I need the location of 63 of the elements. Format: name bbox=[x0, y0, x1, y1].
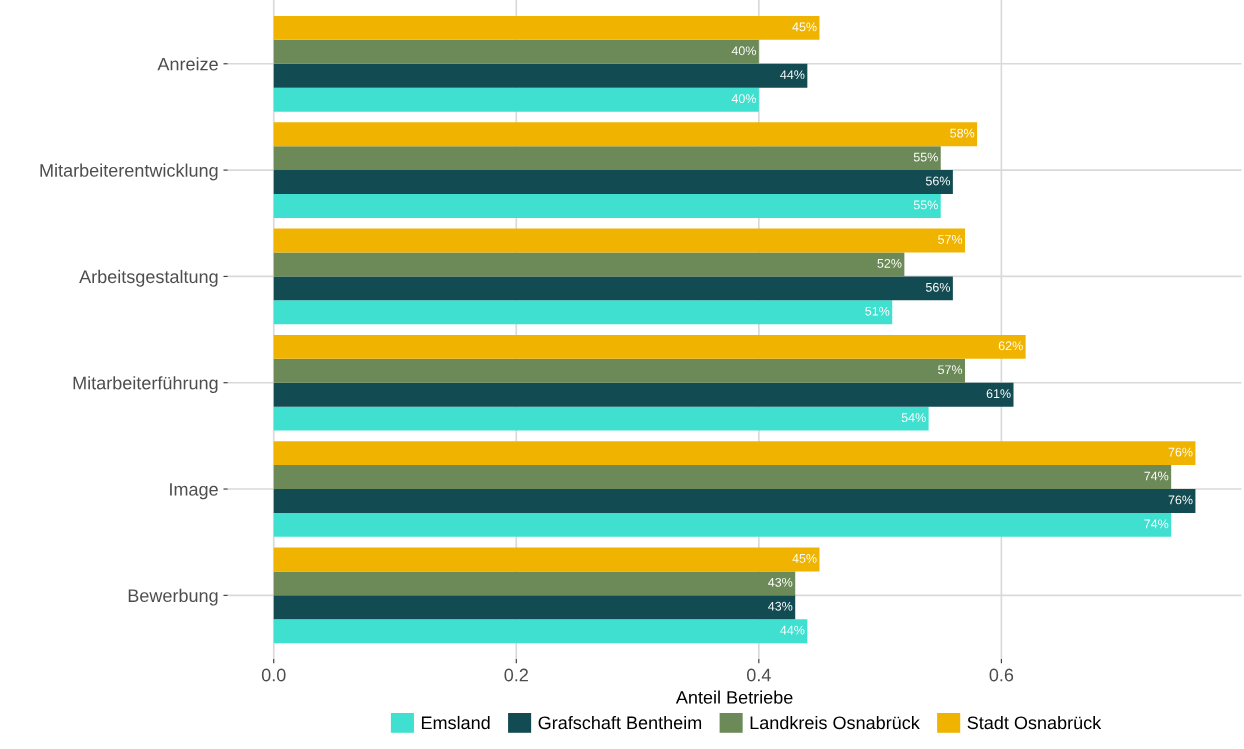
data-label: 45% bbox=[792, 554, 817, 563]
data-label: 74% bbox=[1144, 471, 1169, 481]
bar bbox=[273, 489, 1196, 513]
legend-label: Stadt Osnabrück bbox=[967, 715, 1102, 730]
y-tick-label: Bewerbung bbox=[128, 588, 218, 606]
bar bbox=[273, 87, 759, 112]
bar bbox=[273, 595, 796, 620]
y-tick-label: Mitarbeiterentwicklung bbox=[40, 163, 218, 181]
data-label: 58% bbox=[950, 128, 975, 138]
y-tick-label: Anreize bbox=[157, 57, 218, 71]
data-label: 56% bbox=[925, 176, 951, 186]
bar bbox=[273, 122, 978, 147]
data-label: 55% bbox=[913, 152, 938, 162]
bar bbox=[273, 39, 759, 64]
data-label: 76% bbox=[1168, 447, 1193, 457]
data-label: 54% bbox=[901, 413, 926, 422]
legend-label: Landkreis Osnabrück bbox=[750, 715, 920, 730]
data-label: 74% bbox=[1144, 519, 1169, 529]
x-axis-title: Anteil Betriebe bbox=[675, 690, 793, 704]
data-label: 57% bbox=[938, 235, 963, 244]
bar bbox=[273, 358, 965, 383]
x-tick-label: 0.6 bbox=[989, 668, 1014, 682]
data-label: 52% bbox=[877, 258, 902, 268]
bar bbox=[273, 252, 905, 277]
bar bbox=[273, 146, 941, 171]
data-label: 62% bbox=[998, 341, 1023, 351]
bar bbox=[273, 194, 941, 218]
data-label: 56% bbox=[925, 282, 951, 292]
bar bbox=[273, 15, 820, 40]
data-label: 57% bbox=[938, 365, 963, 375]
bar bbox=[273, 63, 808, 88]
bar bbox=[273, 334, 1026, 359]
data-label: 51% bbox=[865, 306, 890, 316]
bar bbox=[273, 300, 893, 325]
y-tick-label: Arbeitsgestaltung bbox=[79, 269, 218, 287]
bar bbox=[273, 512, 1172, 537]
bar bbox=[273, 170, 953, 195]
data-label: 45% bbox=[792, 22, 817, 32]
bar bbox=[273, 547, 820, 572]
data-label: 40% bbox=[731, 46, 756, 56]
bar bbox=[273, 276, 953, 301]
legend-label: Grafschaft Bentheim bbox=[538, 715, 702, 730]
data-label: 55% bbox=[913, 200, 938, 210]
data-label: 44% bbox=[780, 70, 805, 80]
x-tick-label: 0.0 bbox=[261, 668, 286, 682]
data-label: 43% bbox=[768, 577, 793, 587]
x-tick-label: 0.2 bbox=[504, 668, 528, 682]
data-label: 44% bbox=[780, 625, 805, 635]
x-tick-label: 0.4 bbox=[746, 668, 771, 682]
data-label: 40% bbox=[731, 94, 756, 104]
legend-label: Emsland bbox=[421, 715, 490, 730]
bar bbox=[273, 571, 796, 596]
bar bbox=[273, 382, 1014, 407]
bar bbox=[273, 228, 965, 253]
bar bbox=[273, 465, 1172, 490]
data-label: 61% bbox=[986, 389, 1011, 399]
bar bbox=[273, 406, 929, 431]
y-tick-label: Image bbox=[170, 483, 218, 500]
data-label: 43% bbox=[768, 601, 793, 611]
data-label: 76% bbox=[1168, 495, 1193, 505]
bar bbox=[273, 619, 808, 644]
y-tick-label: Mitarbeiterführung bbox=[73, 376, 218, 393]
bar bbox=[273, 441, 1196, 466]
